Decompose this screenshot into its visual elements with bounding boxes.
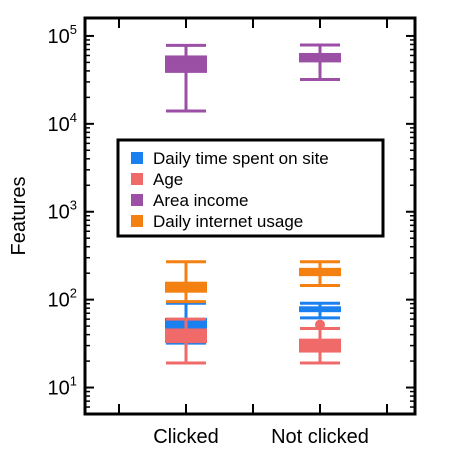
box-2-0 [165,43,207,113]
box-layer [165,43,341,365]
legend-label: Age [153,170,183,189]
y-axis-title: Features [8,177,30,256]
legend-label: Daily internet usage [153,212,303,231]
box-0-1 [299,301,341,320]
box-body [165,55,207,73]
legend: Daily time spent on site Age Area income Da… [116,138,385,238]
legend-swatch [131,152,143,164]
box-3-1 [299,260,341,287]
y-tick-label: 105 [48,22,77,48]
tick-layer: 101 102 103 104 105 Clicked Not clicked [48,18,415,448]
x-tick-label: Not clicked [271,426,369,448]
y-tick-label: 104 [48,110,77,136]
legend-swatch [131,194,143,206]
legend-label: Daily time spent on site [153,149,329,168]
legend-swatch [131,215,143,227]
legend-frame [116,138,385,238]
x-tick-label: Clicked [153,426,219,448]
box-3-0 [165,260,207,304]
y-tick-label: 103 [48,198,77,224]
y-tick-label: 101 [48,374,77,400]
box-1-1 [299,319,341,365]
box-2-1 [299,43,341,81]
legend-swatch [131,173,143,185]
outlier-point [315,319,325,330]
legend-label: Area income [153,191,248,210]
box-body [165,328,207,344]
y-tick-label: 102 [48,286,77,312]
box-1-0 [165,317,207,365]
